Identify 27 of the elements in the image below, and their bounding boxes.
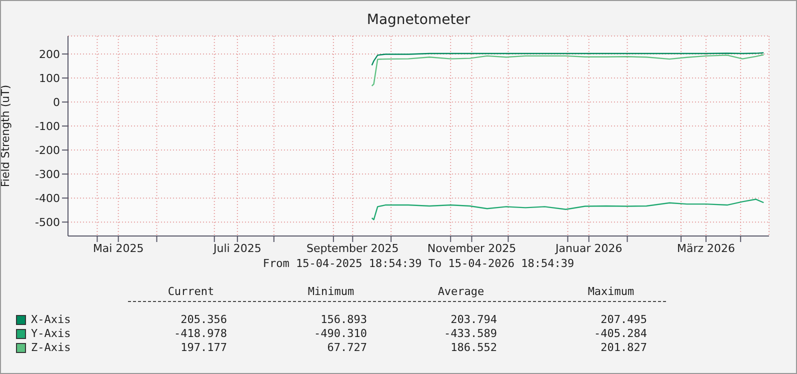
y-tick-label: -400 bbox=[35, 192, 60, 205]
y-tick-label: 0 bbox=[53, 96, 60, 109]
text: 197.177 67.727 186.552 201.827 bbox=[180, 341, 647, 354]
legend-label: Z-Axis bbox=[31, 341, 71, 354]
x-tick-label: Januar 2026 bbox=[554, 242, 622, 255]
text: From 15-04-2025 18:54:39 To 15-04-2026 18:54:39 bbox=[262, 257, 576, 270]
x-tick-label: November 2025 bbox=[427, 242, 516, 255]
x-tick-label: Mai 2025 bbox=[92, 242, 144, 255]
y-tick-label: -100 bbox=[35, 120, 60, 133]
x-tick-label: Juli 2025 bbox=[212, 242, 262, 255]
legend-label: X-Axis bbox=[31, 313, 71, 326]
legend-label: Y-Axis bbox=[31, 327, 71, 340]
text: Current Minimum Average Maximum bbox=[168, 285, 634, 298]
y-tick-label: 200 bbox=[39, 48, 60, 61]
x-tick-label: September 2025 bbox=[306, 242, 399, 255]
y-axis-title: Field Strength (uT) bbox=[0, 84, 12, 188]
x-tick-label: März 2026 bbox=[677, 242, 736, 255]
chart-title: Magnetometer bbox=[366, 12, 472, 28]
y-tick-label: 100 bbox=[39, 72, 60, 85]
line-series bbox=[371, 52, 764, 66]
y-tick-label: -200 bbox=[35, 144, 60, 157]
line-series bbox=[371, 54, 764, 87]
text: 205.356 156.893 203.794 207.495 bbox=[180, 313, 647, 326]
text: -418.978 -490.310 -433.589 -405.284 bbox=[174, 327, 647, 340]
y-tick-label: -500 bbox=[35, 216, 60, 229]
y-tick-label: -300 bbox=[35, 168, 60, 181]
line-series bbox=[371, 198, 764, 220]
